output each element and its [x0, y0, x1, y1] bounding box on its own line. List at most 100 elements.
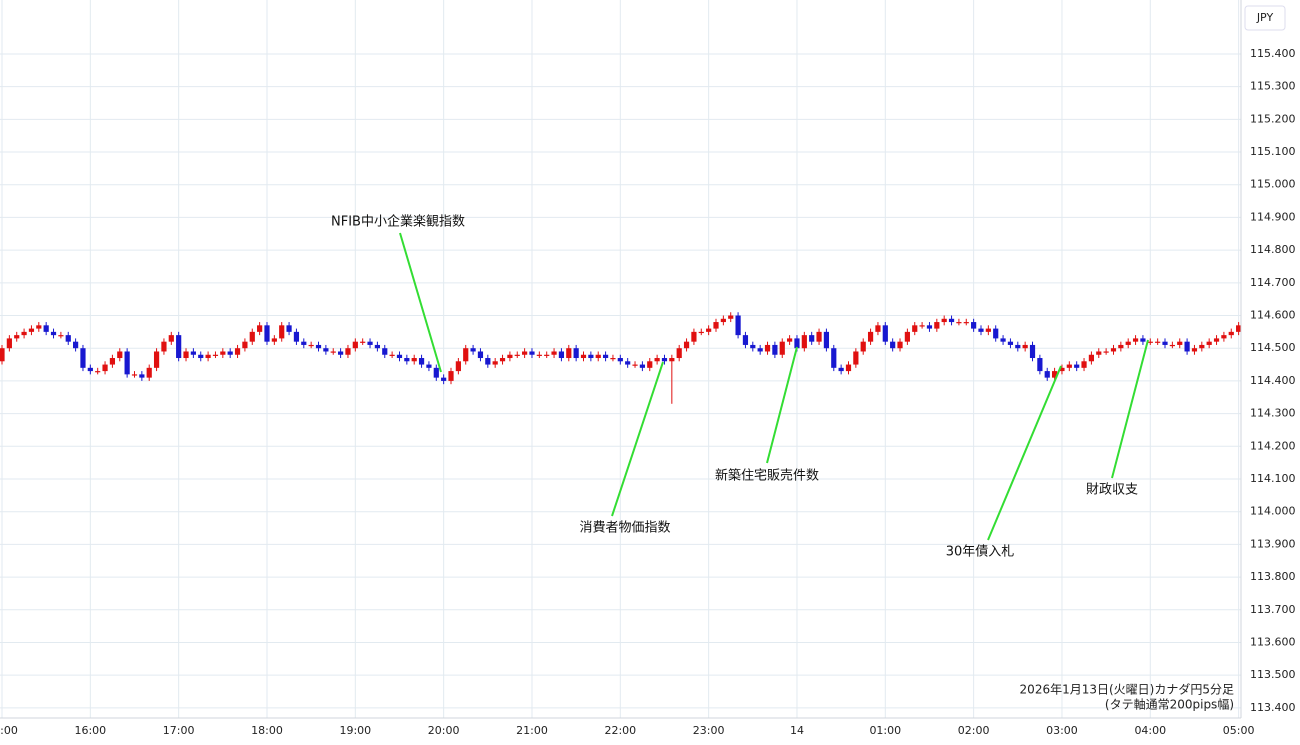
candle-body: [293, 331, 300, 342]
candle-body: [787, 338, 793, 342]
candle-body: [809, 335, 815, 342]
candle-body: [139, 374, 145, 378]
candle-body: [742, 335, 749, 345]
candle-body: [470, 348, 476, 352]
candle-body: [242, 341, 248, 349]
annotation-label: 新築住宅販売件数: [715, 468, 819, 484]
candle-body: [212, 354, 219, 356]
candle-body: [102, 364, 108, 372]
y-tick-label: 114.600: [1250, 309, 1296, 322]
candle-body: [1066, 364, 1072, 368]
y-tick-label: 115.000: [1250, 178, 1296, 191]
candle-body: [87, 367, 93, 372]
x-tick-label: 03:00: [1046, 724, 1078, 737]
candle-body: [676, 348, 682, 359]
x-tick-label: 05:00: [1223, 724, 1255, 737]
annotation-label: 30年債入札: [946, 545, 1015, 560]
y-tick-label: 114.700: [1250, 276, 1296, 289]
candle-body: [558, 351, 565, 359]
candle-body: [1213, 338, 1220, 342]
candle-body: [1096, 351, 1102, 355]
candle-body: [43, 325, 49, 332]
candle-body: [1081, 361, 1087, 368]
candle-body: [367, 341, 373, 345]
candle-body: [669, 358, 675, 362]
candle-body: [845, 364, 852, 372]
y-tick-label: 114.900: [1250, 210, 1296, 223]
candle-body: [867, 331, 874, 342]
caption: 2026年1月13日(火曜日)カナダ円5分足: [1020, 682, 1234, 697]
y-tick-label: 115.300: [1250, 80, 1296, 93]
candle-body: [433, 367, 439, 378]
candle-body: [176, 335, 182, 359]
candle-body: [566, 348, 572, 359]
annotation-line: [611, 361, 664, 517]
candle-body: [1059, 367, 1065, 372]
candle-body: [95, 371, 101, 373]
candle-body: [544, 354, 550, 356]
candle-body: [21, 331, 27, 336]
y-tick-label: 114.800: [1250, 243, 1296, 256]
candle-body: [1221, 335, 1227, 339]
y-tick-label: 113.700: [1250, 603, 1296, 616]
x-tick-label: 23:00: [693, 724, 725, 737]
candle-body: [507, 354, 513, 359]
candle-body: [956, 322, 962, 324]
annotation-line: [399, 232, 442, 373]
candle-body: [1029, 344, 1036, 359]
candle-body: [301, 341, 307, 345]
candle-body: [183, 351, 189, 359]
candle-body: [205, 354, 211, 359]
candle-body: [198, 354, 204, 359]
currency-box: [1244, 5, 1286, 31]
candle-body: [1015, 344, 1021, 349]
candle-body: [625, 361, 631, 365]
candle-body: [448, 371, 454, 381]
candle-body: [65, 335, 71, 342]
candle-body: [124, 351, 130, 375]
candle-body: [764, 344, 771, 352]
candle-body: [345, 348, 351, 355]
candle-body: [1118, 344, 1124, 349]
candle-body: [389, 354, 395, 356]
candle-body: [1169, 344, 1175, 347]
candle-body: [404, 358, 410, 362]
candle-body: [14, 335, 20, 339]
candle-body: [1103, 351, 1109, 353]
candle-body: [1132, 338, 1139, 342]
candle-body: [1037, 358, 1043, 372]
candle-body: [153, 351, 160, 368]
candle-body: [396, 354, 403, 359]
annotation-label: NFIB中小企業楽観指数: [331, 214, 465, 230]
candle-body: [823, 331, 830, 349]
candle-body: [610, 358, 616, 360]
candle-body: [912, 325, 918, 332]
candle-body: [337, 351, 344, 355]
candle-body: [1022, 344, 1028, 349]
candle-body: [647, 361, 653, 368]
x-tick-label: 17:00: [163, 724, 195, 737]
candle-body: [382, 348, 388, 355]
candle-body: [978, 328, 984, 332]
candle-body: [750, 344, 756, 349]
candle-body: [941, 318, 947, 323]
candle-body: [1147, 341, 1153, 343]
candle-body: [441, 377, 447, 381]
candle-body: [28, 328, 35, 332]
candle-body: [890, 341, 896, 349]
x-tick-label: 22:00: [604, 724, 636, 737]
candle-body: [602, 354, 609, 359]
x-tick-label: 15:00: [0, 724, 18, 737]
y-tick-label: 115.400: [1250, 47, 1296, 60]
candle-body: [249, 331, 255, 342]
candle-body: [934, 322, 940, 329]
y-tick-label: 113.600: [1250, 635, 1296, 648]
candle-body: [514, 354, 520, 356]
annotation-label: 消費者物価指数: [579, 521, 670, 536]
y-tick-label: 114.100: [1250, 472, 1296, 485]
candle-body: [551, 351, 557, 355]
candle-body: [485, 358, 491, 365]
y-tick-label: 113.500: [1250, 668, 1296, 681]
candle-body: [735, 315, 741, 336]
candle-body: [926, 325, 933, 329]
